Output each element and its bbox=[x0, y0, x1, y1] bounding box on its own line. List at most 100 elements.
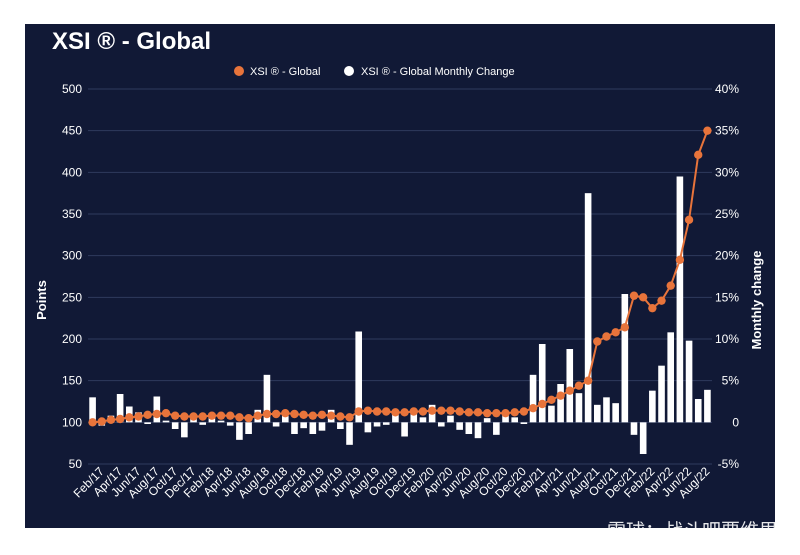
point-Feb/19 bbox=[317, 410, 327, 420]
y-right-tick-label: 40% bbox=[715, 82, 739, 96]
point-Feb/21 bbox=[538, 399, 547, 409]
bar-Aug/17 bbox=[153, 396, 161, 423]
y-right-tick-label: 30% bbox=[715, 165, 739, 179]
y-axis-right-title: Monthly change bbox=[749, 251, 764, 350]
point-Nov/19 bbox=[400, 408, 409, 417]
point-Apr/22 bbox=[666, 281, 675, 290]
legend-marker-line bbox=[234, 66, 244, 76]
grid bbox=[88, 88, 712, 465]
bar-Jun/19 bbox=[355, 331, 363, 423]
point-Oct/19 bbox=[391, 408, 400, 417]
point-Apr/19 bbox=[336, 412, 345, 421]
legend-marker-bars bbox=[344, 66, 354, 76]
y-left-tick-label: 150 bbox=[62, 374, 82, 388]
watermark: 雪球：战斗吧贾维思 bbox=[606, 521, 778, 542]
point-Feb/17 bbox=[97, 417, 106, 426]
bar-Feb/22 bbox=[649, 390, 656, 423]
chart-title: XSI ® - Global bbox=[52, 28, 212, 55]
point-Jul/17 bbox=[143, 410, 152, 420]
bar-Nov/18 bbox=[291, 422, 298, 434]
point-May/20 bbox=[455, 407, 464, 416]
y-left-tick-label: 200 bbox=[62, 332, 82, 346]
bar-Feb/19 bbox=[318, 422, 326, 431]
bar-Apr/20 bbox=[447, 415, 454, 423]
point-Nov/21 bbox=[620, 323, 630, 332]
bar-May/18 bbox=[236, 422, 243, 440]
bar-Mar/21 bbox=[548, 405, 555, 423]
point-Apr/17 bbox=[115, 414, 125, 424]
point-Nov/20 bbox=[510, 408, 519, 417]
point-Dec/19 bbox=[409, 407, 418, 416]
bar-Nov/17 bbox=[181, 422, 188, 438]
point-Nov/17 bbox=[180, 412, 189, 421]
y-axis-left-title: Points bbox=[34, 280, 49, 320]
point-Jan/19 bbox=[308, 411, 318, 420]
point-Sep/18 bbox=[271, 409, 281, 419]
point-Jan/17 bbox=[88, 418, 97, 427]
y-right-tick-label: 5% bbox=[722, 374, 740, 388]
point-Feb/18 bbox=[207, 411, 217, 420]
bar-Jan/22 bbox=[639, 422, 647, 454]
bar-Jul/22 bbox=[694, 399, 702, 423]
bar-Aug/18 bbox=[263, 374, 271, 423]
bar-Jan/18 bbox=[199, 422, 207, 425]
line-path bbox=[92, 130, 709, 424]
bar-Aug/21 bbox=[593, 404, 601, 423]
point-Dec/20 bbox=[519, 407, 529, 416]
point-Mar/19 bbox=[326, 411, 336, 420]
bar-Oct/19 bbox=[392, 414, 399, 423]
bar-Sep/19 bbox=[382, 422, 390, 425]
point-Feb/22 bbox=[648, 303, 657, 313]
bar-Jan/17 bbox=[89, 397, 96, 423]
bar-Jan/20 bbox=[419, 417, 427, 423]
point-Jul/18 bbox=[253, 411, 262, 420]
bar-Oct/18 bbox=[281, 415, 289, 423]
y-right-tick-label: 0 bbox=[732, 415, 739, 429]
bar-May/19 bbox=[346, 422, 353, 445]
point-Aug/21 bbox=[593, 337, 602, 346]
bar-Sep/21 bbox=[603, 397, 610, 423]
point-Jun/20 bbox=[464, 408, 474, 417]
point-Aug/20 bbox=[482, 408, 492, 418]
point-Mar/21 bbox=[547, 395, 556, 405]
point-Oct/20 bbox=[501, 408, 510, 418]
chart-panel bbox=[25, 24, 775, 528]
bar-Oct/21 bbox=[612, 403, 619, 423]
y-right-tick-label: 15% bbox=[715, 290, 739, 304]
bar-Oct/17 bbox=[171, 422, 179, 429]
y-axis-right: -5% 0 5% 10% 15% 20% 25% 30% 35% 40% bbox=[715, 82, 739, 471]
point-Jan/22 bbox=[638, 293, 648, 302]
point-May/22 bbox=[675, 255, 685, 265]
bar-Mar/22 bbox=[658, 365, 665, 423]
legend-label-bars: XSI ® - Global Monthly Change bbox=[361, 66, 515, 78]
bar-Jul/17 bbox=[144, 422, 151, 424]
point-Aug/18 bbox=[262, 409, 272, 419]
line-series bbox=[88, 126, 712, 427]
bar-Jul/20 bbox=[474, 422, 482, 439]
bar-Oct/20 bbox=[502, 414, 509, 423]
bar-Jun/18 bbox=[245, 422, 252, 434]
point-Nov/18 bbox=[290, 409, 299, 419]
point-Jan/21 bbox=[528, 403, 538, 413]
bar-Dec/21 bbox=[630, 422, 638, 435]
bar-Mar/18 bbox=[217, 420, 225, 423]
point-May/18 bbox=[235, 413, 244, 422]
point-Jul/22 bbox=[694, 150, 703, 160]
y-right-tick-label: -5% bbox=[718, 457, 740, 471]
y-left-tick-label: 400 bbox=[62, 165, 82, 179]
y-left-tick-label: 250 bbox=[62, 290, 82, 304]
bar-Dec/19 bbox=[410, 414, 418, 423]
point-Jun/21 bbox=[574, 381, 584, 390]
point-May/17 bbox=[125, 413, 134, 422]
bar-Sep/17 bbox=[162, 420, 170, 423]
bar-Apr/19 bbox=[337, 422, 344, 429]
point-Oct/17 bbox=[170, 411, 180, 420]
y-left-tick-label: 50 bbox=[69, 457, 83, 471]
point-Jun/17 bbox=[134, 412, 143, 421]
point-May/19 bbox=[345, 413, 354, 422]
y-left-tick-label: 450 bbox=[62, 124, 82, 138]
bar-Aug/19 bbox=[373, 422, 381, 427]
point-Dec/17 bbox=[189, 412, 198, 421]
bar-Nov/20 bbox=[511, 417, 519, 423]
